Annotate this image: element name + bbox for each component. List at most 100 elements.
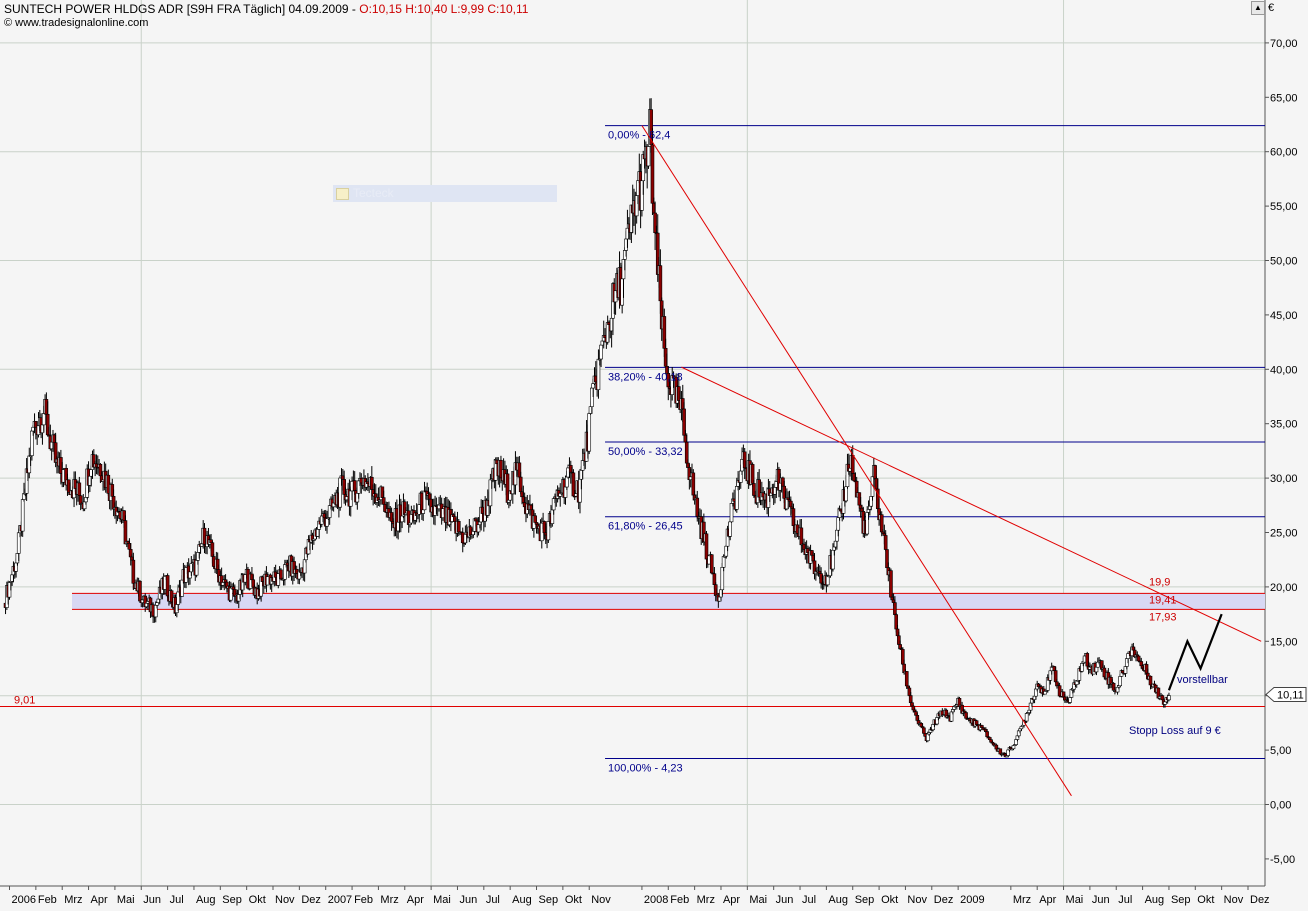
- candle-body: [1160, 695, 1165, 701]
- scroll-up-button[interactable]: ▲: [1251, 1, 1265, 15]
- x-tick-label: Nov: [275, 894, 295, 906]
- x-tick-label: Feb: [670, 894, 689, 906]
- x-tick-label: Aug: [828, 894, 848, 906]
- x-tick-label: Apr: [91, 894, 108, 906]
- candle-body: [20, 499, 25, 532]
- x-tick-label: Sep: [222, 894, 242, 906]
- candle-body: [709, 554, 714, 574]
- candle-body: [721, 556, 726, 568]
- candle-body: [987, 737, 992, 741]
- x-tick-label: Jun: [776, 894, 794, 906]
- candle-body: [587, 413, 592, 452]
- y-tick-label: 25,00: [1270, 528, 1298, 540]
- x-tick-label: Sep: [1171, 894, 1191, 906]
- y-tick-label: 45,00: [1270, 310, 1298, 322]
- x-tick-label: Jul: [802, 894, 816, 906]
- candle-body: [123, 520, 128, 545]
- candle-body: [1094, 666, 1099, 673]
- zone-label: 17,93: [1149, 611, 1177, 623]
- zone-label: 19,9: [1149, 576, 1170, 588]
- x-tick-label: Dez: [934, 894, 954, 906]
- x-tick-label: Jun: [459, 894, 477, 906]
- candle-body: [352, 480, 357, 491]
- y-tick-label: 50,00: [1270, 256, 1298, 268]
- candle-body: [131, 559, 136, 584]
- zone-label: 19,41: [1149, 594, 1177, 606]
- last-price-label: 10,11: [1277, 690, 1304, 702]
- candle-body: [704, 533, 709, 560]
- candle-body: [889, 570, 893, 598]
- candle-body: [922, 727, 926, 734]
- x-tick-label: Okt: [881, 894, 898, 906]
- candle-body: [421, 509, 426, 514]
- x-tick-label: Mrz: [697, 894, 715, 906]
- legend-label: Tecteck: [353, 186, 394, 200]
- candle-body: [599, 344, 603, 360]
- last-price-marker: [1265, 687, 1307, 703]
- y-tick-label: 65,00: [1270, 92, 1298, 104]
- y-tick-label: -5,00: [1270, 854, 1295, 866]
- x-tick-label: 2007: [328, 894, 352, 906]
- fib-level-label: 100,00% - 4,23: [608, 762, 683, 774]
- candle-body: [229, 587, 233, 601]
- candle-body: [883, 535, 888, 550]
- x-tick-label: Okt: [249, 894, 266, 906]
- x-tick-label: Feb: [38, 894, 57, 906]
- candle-body: [985, 731, 989, 738]
- x-tick-label: Mai: [433, 894, 451, 906]
- candle-body: [1118, 676, 1122, 687]
- x-tick-label: Okt: [565, 894, 582, 906]
- legend-swatch: [336, 188, 349, 200]
- x-tick-label: Jun: [1092, 894, 1110, 906]
- y-tick-label: 60,00: [1270, 147, 1298, 159]
- candle-body: [533, 515, 538, 523]
- grid: [0, 0, 1266, 887]
- x-tick-label: Dez: [1250, 894, 1270, 906]
- legend-tecteck[interactable]: Tecteck: [333, 185, 557, 202]
- x-tick-label: Mrz: [64, 894, 82, 906]
- x-tick-label: Nov: [907, 894, 927, 906]
- source-credit: © www.tradesignalonline.com: [4, 17, 149, 29]
- x-tick-label: 2006: [12, 894, 36, 906]
- candle-body: [138, 580, 142, 602]
- x-tick-label: Sep: [539, 894, 559, 906]
- candle-body: [1011, 745, 1016, 750]
- x-tick-label: Jul: [1118, 894, 1132, 906]
- x-tick-label: Okt: [1197, 894, 1214, 906]
- y-tick-label: 0,00: [1270, 800, 1291, 812]
- x-tick-label: Dez: [301, 894, 321, 906]
- x-tick-label: Apr: [1039, 894, 1056, 906]
- candle-body: [77, 482, 82, 496]
- trend-lines: [641, 125, 1262, 797]
- candle-body: [728, 521, 733, 537]
- x-tick-label: Nov: [1224, 894, 1244, 906]
- y-axis: -5,000,005,0010,0015,0020,0025,0030,0035…: [1265, 2, 1307, 866]
- ohlc-values: O:10,15 H:10,40 L:9,99 C:10,11: [359, 2, 529, 16]
- fib-level-label: 61,80% - 26,45: [608, 521, 683, 533]
- candle-body: [658, 265, 663, 302]
- x-tick-label: Mai: [117, 894, 135, 906]
- x-tick-label: Apr: [407, 894, 424, 906]
- projection-label: vorstellbar: [1177, 674, 1228, 686]
- candle-body: [893, 602, 897, 615]
- chart-labels: 0,00% - 62,4 38,20% - 40,18 50,00% - 33,32…: [14, 130, 1228, 775]
- candle-body: [1136, 655, 1141, 662]
- candle-body: [1043, 691, 1047, 695]
- y-tick-label: 20,00: [1270, 582, 1298, 594]
- x-tick-label: Aug: [1145, 894, 1165, 906]
- stop-loss-annotation: Stopp Loss auf 9 €: [1129, 725, 1221, 737]
- x-tick-label: 2008: [644, 894, 668, 906]
- projection-path: [1167, 613, 1223, 691]
- fib-level-label: 38,20% - 40,18: [608, 371, 683, 383]
- chart-header: SUNTECH POWER HLDGS ADR [S9H FRA Täglich…: [4, 2, 528, 16]
- x-tick-label: Nov: [591, 894, 611, 906]
- x-tick-label: 2009: [960, 894, 984, 906]
- candle-body: [650, 144, 655, 204]
- x-tick-label: Mai: [1066, 894, 1084, 906]
- x-tick-label: Feb: [354, 894, 373, 906]
- candle-body: [1068, 697, 1072, 703]
- candle-body: [646, 146, 651, 167]
- x-tick-label: Mai: [749, 894, 767, 906]
- x-tick-label: Aug: [512, 894, 532, 906]
